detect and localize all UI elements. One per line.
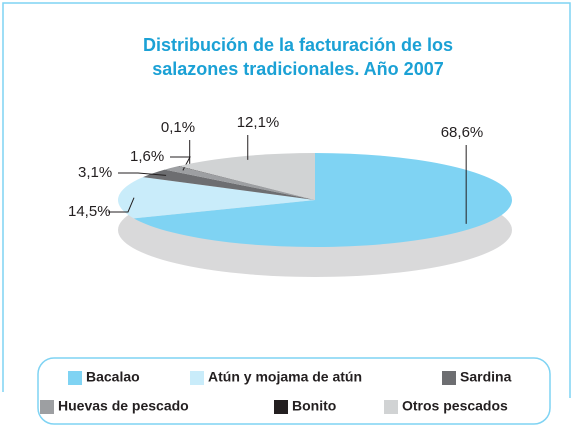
legend-swatch <box>40 400 54 414</box>
legend-swatch <box>68 371 82 385</box>
pie-slice <box>164 166 315 200</box>
legend-label: Huevas de pescado <box>58 398 189 414</box>
chart-title: salazones tradicionales. Año 2007 <box>152 59 443 79</box>
leader-line <box>118 172 167 176</box>
legend-label: Sardina <box>460 369 512 385</box>
legend-swatch <box>442 371 456 385</box>
legend-swatch <box>274 400 288 414</box>
pie-slice <box>117 177 315 219</box>
legend-swatch <box>190 371 204 385</box>
legend-label: Atún y mojama de atún <box>208 369 362 385</box>
data-label: 12,1% <box>237 114 280 131</box>
data-label: 68,6% <box>441 124 484 141</box>
legend-box <box>37 357 551 425</box>
leader-line <box>108 197 135 213</box>
data-label: 0,1% <box>161 119 195 136</box>
data-label: 14,5% <box>68 203 111 220</box>
pie-slice <box>142 169 315 200</box>
legend-swatch <box>384 400 398 414</box>
data-label: 3,1% <box>78 164 112 181</box>
chart-title: Distribución de la facturación de los <box>143 35 453 55</box>
pie-slice <box>179 153 315 200</box>
pie-slice <box>133 153 513 247</box>
legend-label: Bonito <box>292 398 336 414</box>
pie-slice <box>178 165 315 200</box>
legend-label: Bacalao <box>86 369 140 385</box>
data-label: 1,6% <box>130 148 164 165</box>
frame <box>2 2 571 398</box>
legend-label: Otros pescados <box>402 398 508 414</box>
